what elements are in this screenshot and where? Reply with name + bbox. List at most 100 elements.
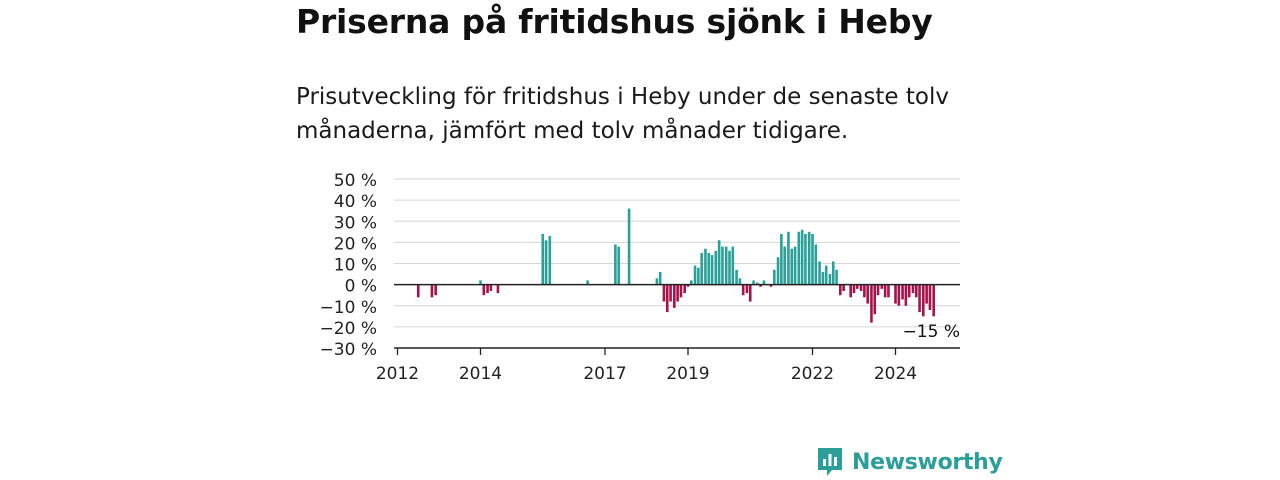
bar-negative	[665, 284, 669, 313]
bar-negative	[662, 284, 666, 302]
bar-positive	[693, 265, 697, 285]
y-tick-label: 0 %	[345, 277, 377, 297]
y-tick-label: −20 %	[320, 319, 377, 339]
bar-positive	[814, 244, 818, 285]
bar-positive	[824, 265, 828, 285]
bar-negative	[901, 284, 904, 300]
bar-negative	[759, 284, 762, 287]
bar-negative	[928, 284, 932, 310]
y-tick-label: 40 %	[334, 192, 377, 212]
bar-positive	[544, 240, 548, 285]
bar-positive	[807, 231, 811, 285]
bar-negative	[918, 284, 921, 313]
brand-name: Newsworthy	[852, 449, 1003, 475]
bar-positive	[728, 250, 731, 285]
bar-negative	[922, 284, 925, 317]
bar-positive	[800, 229, 804, 285]
bar-positive	[721, 246, 724, 285]
x-tick-label: 2022	[791, 364, 834, 384]
bar-positive	[479, 280, 482, 285]
bar-negative	[849, 284, 852, 298]
axes	[394, 283, 960, 355]
bar-negative	[430, 284, 434, 298]
bar-positive	[704, 248, 707, 285]
bar-positive	[790, 248, 794, 285]
tick-labels: 50 %40 %30 %20 %10 %0 %−10 %−20 %−30 % 20…	[320, 171, 960, 384]
bar-negative	[866, 284, 869, 304]
bar-positive	[700, 252, 703, 285]
bar-positive	[821, 271, 825, 285]
bar-negative	[679, 284, 683, 298]
bar-positive	[548, 236, 552, 285]
bar-negative	[894, 284, 897, 304]
bar-positive	[697, 267, 700, 285]
x-tick-label: 2024	[874, 364, 917, 384]
bar-positive	[738, 278, 742, 285]
bar-negative	[748, 284, 752, 302]
bar-negative	[932, 284, 935, 317]
bar-positive	[714, 250, 718, 285]
bar-positive	[710, 255, 714, 285]
bar-positive	[724, 246, 728, 285]
bar-negative	[489, 284, 493, 291]
bar-negative	[434, 284, 437, 296]
bar-negative	[852, 284, 856, 294]
bar-positive	[707, 252, 711, 285]
bar-positive	[797, 231, 801, 285]
bar-positive	[690, 280, 693, 285]
bar-positive	[614, 244, 617, 285]
y-tick-label: 30 %	[334, 213, 377, 233]
last-value-annotation: −15 %	[903, 322, 960, 342]
bar-positive	[717, 240, 721, 285]
brand: Newsworthy	[816, 446, 1003, 478]
bar-positive	[828, 274, 832, 285]
bar-negative	[859, 284, 863, 291]
bar-positive	[804, 233, 807, 285]
bar-negative	[416, 284, 420, 298]
bar-positive	[541, 233, 545, 285]
bar-positive	[831, 261, 835, 285]
bar-negative	[669, 284, 672, 302]
newsworthy-logo-icon	[818, 448, 842, 476]
bar-positive	[735, 269, 738, 285]
bar-negative	[873, 284, 877, 315]
bar-positive	[818, 261, 821, 285]
bars	[416, 208, 935, 323]
bar-negative	[686, 284, 690, 287]
x-tick-label: 2012	[376, 364, 419, 384]
bar-positive	[793, 246, 797, 285]
bar-negative	[911, 284, 915, 294]
bar-negative	[673, 284, 676, 308]
chart-subtitle: Prisutveckling för fritidshus i Heby und…	[296, 84, 949, 144]
bar-positive	[780, 233, 783, 285]
chart-title: Priserna på fritidshus sjönk i Heby	[296, 2, 933, 41]
gridlines	[394, 178, 960, 349]
bar-negative	[897, 284, 901, 306]
bar-negative	[683, 284, 686, 294]
bar-negative	[883, 284, 887, 298]
bar-negative	[676, 284, 679, 302]
bar-negative	[842, 284, 845, 291]
bar-negative	[496, 284, 500, 294]
bar-negative	[856, 284, 859, 289]
y-tick-label: 20 %	[334, 234, 377, 254]
bar-negative	[839, 284, 842, 296]
x-tick-label: 2019	[666, 364, 709, 384]
bar-positive	[617, 246, 620, 285]
bar-positive	[811, 233, 814, 285]
bar-positive	[586, 280, 589, 285]
bar-negative	[880, 284, 884, 289]
bar-negative	[904, 284, 908, 306]
bar-positive	[773, 269, 776, 285]
bar-positive	[776, 257, 780, 285]
bar-negative	[925, 284, 928, 304]
bar-positive	[658, 271, 662, 285]
bar-negative	[769, 284, 773, 287]
y-tick-label: −10 %	[320, 298, 377, 318]
bar-negative	[745, 284, 749, 294]
x-tick-label: 2014	[459, 364, 502, 384]
bar-negative	[887, 284, 890, 298]
bar-positive	[752, 280, 755, 285]
bar-positive	[655, 278, 659, 285]
bar-negative	[486, 284, 489, 294]
